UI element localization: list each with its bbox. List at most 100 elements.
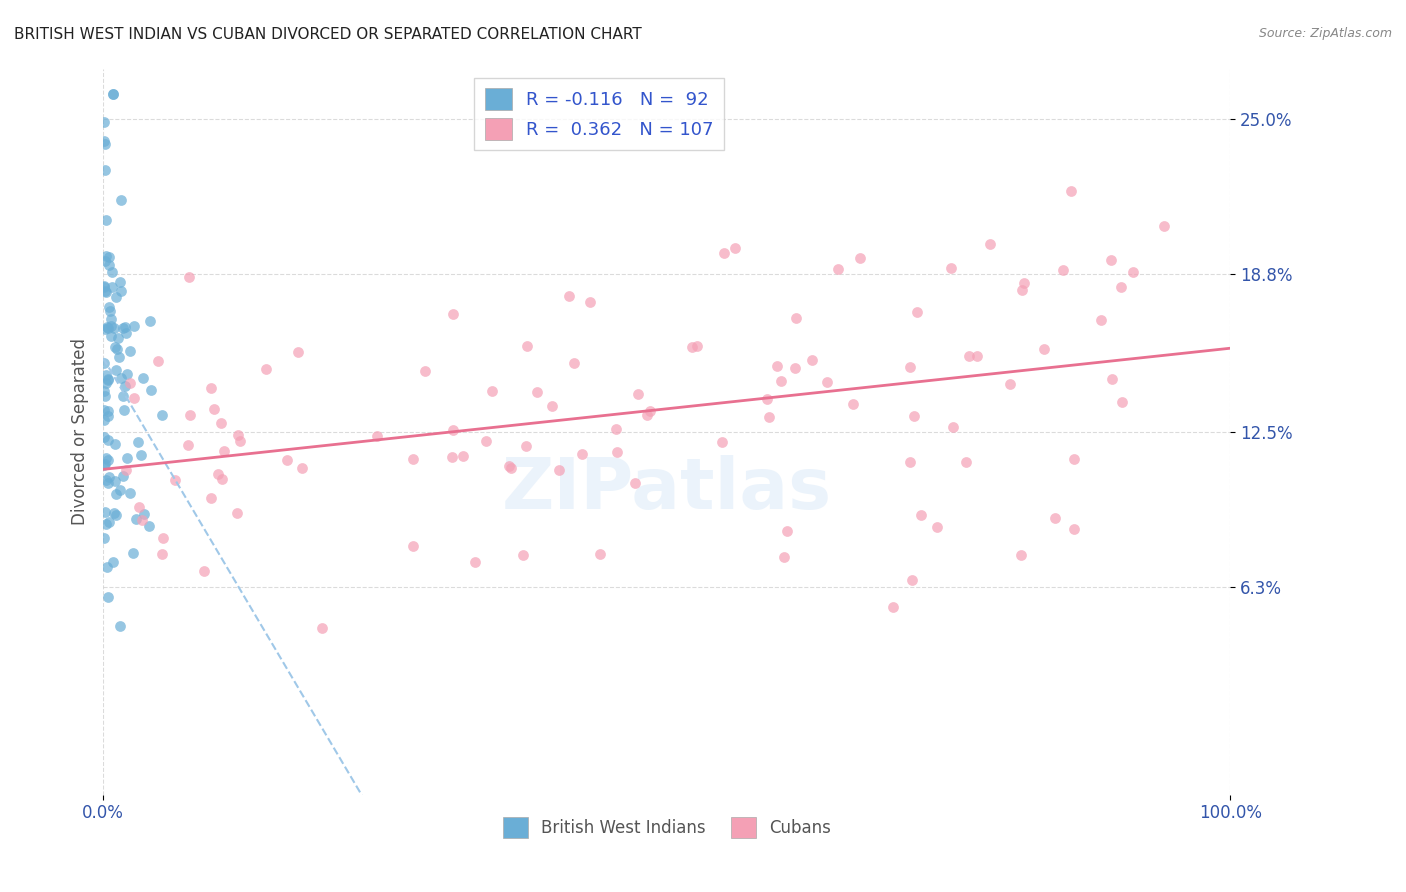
Point [998,377,1021,392]
Point [311,621,333,635]
Y-axis label: Divorced or Separated: Divorced or Separated [72,338,89,525]
Point [139,383,162,397]
Point [1012,276,1035,290]
Point [451,449,474,463]
Point [115,451,138,466]
Point [93,458,115,472]
Point [132,371,155,385]
Point [98,258,121,272]
Point [441,307,464,321]
Point [93,279,115,293]
Point [97,453,120,467]
Point [103,320,125,334]
Point [925,519,948,533]
Point [1063,522,1085,536]
Point [100,329,122,343]
Point [129,448,152,462]
Point [94,473,117,487]
Point [94,284,117,298]
Point [276,453,298,467]
Point [204,401,226,416]
Point [152,547,174,561]
Point [94,254,117,268]
Point [122,319,145,334]
Text: ZIPatlas: ZIPatlas [502,455,832,524]
Point [571,447,593,461]
Point [112,468,135,483]
Point [104,437,127,451]
Point [118,344,141,359]
Point [179,270,201,285]
Point [101,555,124,569]
Point [910,508,932,522]
Point [766,359,789,373]
Point [104,363,127,377]
Point [516,339,538,353]
Point [146,354,169,368]
Point [94,213,117,227]
Point [1033,342,1056,356]
Point [100,319,122,334]
Point [97,433,120,447]
Point [211,472,233,486]
Point [979,237,1001,252]
Point [97,515,120,529]
Point [128,500,150,515]
Point [1011,283,1033,297]
Point [93,115,115,129]
Point [682,340,704,354]
Point [131,513,153,527]
Point [97,404,120,418]
Point [905,305,928,319]
Point [110,284,132,298]
Point [605,422,627,436]
Point [93,356,115,370]
Point [179,409,201,423]
Point [627,386,650,401]
Point [228,434,250,448]
Point [93,384,115,399]
Point [132,508,155,522]
Point [115,463,138,477]
Point [966,349,988,363]
Point [758,410,780,425]
Point [94,163,117,178]
Text: Source: ZipAtlas.com: Source: ZipAtlas.com [1258,27,1392,40]
Point [104,508,127,522]
Point [526,384,548,399]
Point [481,384,503,399]
Point [772,549,794,564]
Point [94,457,117,471]
Point [713,246,735,260]
Point [97,321,120,335]
Point [1059,184,1081,198]
Point [207,467,229,481]
Point [589,548,612,562]
Point [103,507,125,521]
Point [638,404,661,418]
Point [724,241,747,255]
Point [898,455,921,469]
Point [512,548,534,562]
Point [96,320,118,334]
Point [112,389,135,403]
Point [827,262,849,277]
Point [200,491,222,505]
Point [849,251,872,265]
Point [685,339,707,353]
Point [105,290,128,304]
Point [200,381,222,395]
Point [193,565,215,579]
Point [93,134,115,148]
Point [1101,372,1123,386]
Point [139,314,162,328]
Point [783,361,806,376]
Point [100,311,122,326]
Point [93,413,115,427]
Point [114,319,136,334]
Point [366,429,388,443]
Point [942,420,965,434]
Point [94,137,117,152]
Point [108,619,131,633]
Point [710,435,733,450]
